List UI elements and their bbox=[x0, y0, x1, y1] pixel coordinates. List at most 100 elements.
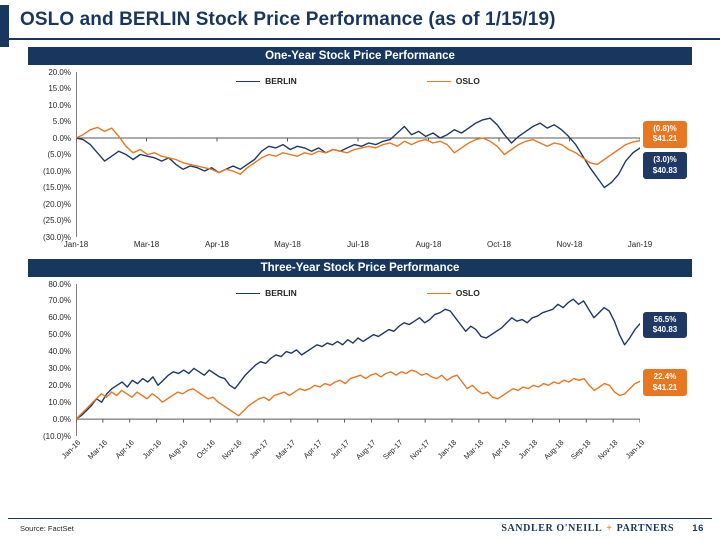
x-tick-label: Apr-18 bbox=[489, 438, 513, 461]
y-tick-label: 20.0% bbox=[48, 67, 71, 77]
y-tick-label: (15.0)% bbox=[42, 183, 71, 192]
legend-line-swatch bbox=[426, 80, 451, 82]
x-tick-label: Mar-17 bbox=[274, 438, 298, 462]
slide-header: OSLO and BERLIN Stock Price Performance … bbox=[0, 0, 720, 47]
end-value-badge-line: (3.0)% bbox=[653, 155, 677, 165]
x-tick-label: Nov-17 bbox=[408, 438, 432, 462]
legend-line-swatch bbox=[236, 80, 261, 82]
y-tick-label: (20.0)% bbox=[42, 199, 71, 209]
end-value-badge: 22.4% $41.21 bbox=[643, 369, 687, 397]
end-value-badge-line: 56.5% bbox=[653, 314, 677, 324]
end-value-badge-line: $40.83 bbox=[652, 325, 678, 335]
slide-body: One-Year Stock Price Performance 20.0% 15… bbox=[0, 40, 720, 514]
y-tick-label: 10.0% bbox=[48, 397, 71, 407]
x-tick-label: Aug-16 bbox=[166, 438, 190, 462]
end-value-badge-line: $41.21 bbox=[652, 134, 678, 144]
x-tick-label: Mar-18 bbox=[133, 240, 160, 249]
source-note: Source: FactSet bbox=[20, 524, 74, 533]
y-tick-label: 20.0% bbox=[48, 380, 71, 390]
x-tick-label: Jan-18 bbox=[435, 438, 459, 461]
x-tick-label: Oct-16 bbox=[194, 438, 217, 461]
legend-label: OSLO bbox=[455, 288, 480, 298]
x-tick-label: Jan-17 bbox=[247, 438, 271, 461]
y-tick-label: 80.0% bbox=[48, 279, 71, 289]
axis-corner-spacer bbox=[640, 436, 692, 480]
one-year-chart: 20.0% 15.0% 10.0% 5.0% 0.0% (5.0)% (10.0)% (15.… bbox=[28, 68, 692, 252]
three-year-chart: 80.0% 70.0% 60.0% 50.0% 40.0% 30.0% 20.0% 10.0%… bbox=[28, 280, 692, 480]
chart-canvas bbox=[76, 284, 640, 436]
x-tick-label: Nov-16 bbox=[220, 438, 244, 462]
x-tick-label: Jun-18 bbox=[516, 438, 539, 461]
x-tick-label: Aug-17 bbox=[354, 438, 378, 462]
x-tick-label: Apr-18 bbox=[204, 240, 230, 249]
end-labels: 56.5% $40.83 22.4% $41.21 bbox=[640, 284, 692, 436]
x-axis-labels: Jan-16 Mar-16 Apr-16 Jun-16 Aug-16 Oct-16 Nov-… bbox=[60, 436, 647, 480]
page-title: OSLO and BERLIN Stock Price Performance … bbox=[20, 9, 556, 30]
x-tick-label: Apr-17 bbox=[301, 438, 325, 461]
x-tick-label: Jan-18 bbox=[63, 240, 89, 249]
end-value-badge-line: $41.21 bbox=[652, 382, 678, 392]
y-tick-label: (5.0)% bbox=[47, 150, 71, 159]
brand-plus-icon: + bbox=[606, 523, 613, 534]
legend-label: OSLO bbox=[455, 76, 480, 86]
end-labels: (0.8)% $41.21 (3.0)% $40.83 bbox=[640, 72, 692, 237]
x-tick-label: Oct-18 bbox=[486, 240, 512, 249]
y-tick-label: (10.0)% bbox=[42, 431, 71, 441]
end-value-badge: (3.0)% $40.83 bbox=[643, 152, 687, 180]
one-year-chart-title: One-Year Stock Price Performance bbox=[28, 47, 692, 65]
y-tick-label: (30.0)% bbox=[42, 232, 71, 242]
x-tick-label: Nov-18 bbox=[596, 438, 620, 462]
x-tick-label: Jun-17 bbox=[328, 438, 351, 461]
three-year-chart-title: Three-Year Stock Price Performance bbox=[28, 259, 692, 277]
end-value-badge: (0.8)% $41.21 bbox=[643, 121, 687, 148]
end-value-badge: 56.5% $40.83 bbox=[643, 311, 687, 339]
slide-footer: Source: FactSet SANDLER O'NEILL + PARTNE… bbox=[8, 518, 712, 540]
y-tick-label: 15.0% bbox=[48, 84, 71, 93]
legend-entry-oslo: OSLO bbox=[426, 76, 480, 86]
axis-corner-spacer bbox=[28, 436, 76, 480]
x-tick-label: Sep-18 bbox=[569, 438, 593, 462]
x-tick-label: Jul-18 bbox=[347, 240, 369, 249]
y-axis-labels: 80.0% 70.0% 60.0% 50.0% 40.0% 30.0% 20.0% 10.0%… bbox=[28, 280, 76, 441]
x-tick-label: Sep-17 bbox=[381, 438, 405, 462]
y-tick-label: 10.0% bbox=[48, 100, 71, 110]
y-tick-label: 5.0% bbox=[52, 117, 71, 126]
end-value-badge-line: 22.4% bbox=[653, 372, 677, 382]
y-axis-labels: 20.0% 15.0% 10.0% 5.0% 0.0% (5.0)% (10.0)% (15.… bbox=[28, 68, 76, 242]
x-tick-label: Aug-18 bbox=[542, 438, 566, 462]
x-tick-label: Jan-19 bbox=[627, 240, 653, 249]
y-tick-label: (10.0)% bbox=[42, 166, 71, 176]
x-tick-label: Mar-16 bbox=[86, 438, 110, 462]
chart-legend: BERLIN OSLO bbox=[76, 288, 640, 298]
three-year-chart-section: Three-Year Stock Price Performance 80.0%… bbox=[28, 259, 692, 480]
x-tick-label: Nov-18 bbox=[556, 240, 583, 249]
y-tick-label: 70.0% bbox=[48, 296, 71, 306]
x-tick-label: Mar-18 bbox=[462, 438, 486, 462]
y-tick-label: 40.0% bbox=[48, 347, 71, 357]
y-tick-label: 30.0% bbox=[48, 363, 71, 373]
plot-area: BERLIN OSLO bbox=[76, 72, 640, 237]
chart-legend: BERLIN OSLO bbox=[76, 76, 640, 86]
legend-label: BERLIN bbox=[265, 76, 297, 86]
legend-entry-oslo: OSLO bbox=[426, 288, 480, 298]
end-value-badge-line: (0.8)% bbox=[653, 124, 677, 134]
y-tick-label: 0.0% bbox=[52, 133, 71, 143]
one-year-chart-section: One-Year Stock Price Performance 20.0% 15… bbox=[28, 47, 692, 252]
chart-canvas bbox=[76, 72, 640, 237]
legend-entry-berlin: BERLIN bbox=[236, 288, 297, 298]
y-tick-label: 50.0% bbox=[48, 330, 71, 340]
brand-name-right: PARTNERS bbox=[616, 523, 675, 534]
plot-area: BERLIN OSLO bbox=[76, 284, 640, 436]
legend-line-swatch bbox=[426, 292, 451, 294]
x-tick-label: Apr-16 bbox=[113, 438, 137, 461]
x-tick-label: Jun-16 bbox=[140, 438, 163, 461]
x-axis-labels: Jan-18 Mar-18 Apr-18 May-18 Jul-18 Aug-18 Oct-… bbox=[64, 237, 652, 252]
x-tick-label: Aug-18 bbox=[415, 240, 442, 249]
end-value-badge-line: $40.83 bbox=[652, 165, 678, 175]
legend-entry-berlin: BERLIN bbox=[236, 76, 297, 86]
y-tick-label: 0.0% bbox=[52, 414, 71, 424]
header-accent-bar bbox=[0, 5, 9, 47]
legend-line-swatch bbox=[236, 292, 261, 294]
y-tick-label: (25.0)% bbox=[42, 216, 71, 225]
